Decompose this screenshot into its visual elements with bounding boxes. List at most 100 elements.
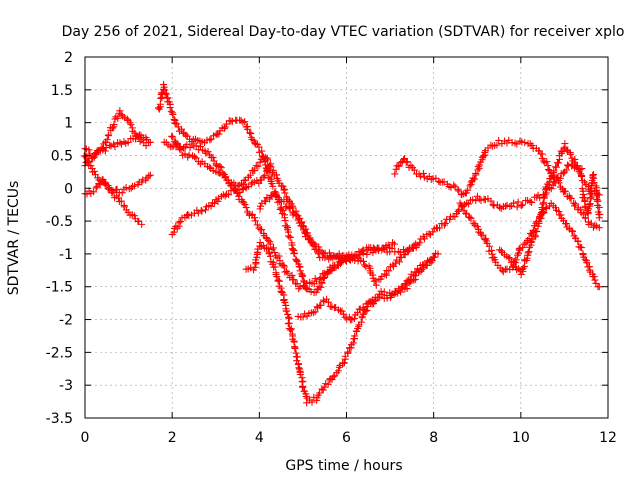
y-tick-label: -1 xyxy=(59,247,73,263)
data-point xyxy=(241,118,249,126)
data-point xyxy=(542,185,550,193)
data-point xyxy=(114,114,122,122)
data-point xyxy=(551,173,559,181)
data-point xyxy=(506,254,514,262)
data-point xyxy=(280,261,288,269)
data-point xyxy=(360,261,368,269)
data-point xyxy=(578,244,586,252)
data-point xyxy=(344,348,352,356)
data-point xyxy=(578,172,586,180)
data-point xyxy=(290,250,298,258)
data-point xyxy=(352,327,360,335)
x-tick-label: 4 xyxy=(255,430,264,446)
y-tick-label: 0 xyxy=(64,181,73,197)
data-point xyxy=(579,190,587,198)
data-point xyxy=(114,194,122,202)
data-point xyxy=(220,124,228,132)
data-point xyxy=(569,227,577,235)
data-point xyxy=(206,163,214,171)
data-point xyxy=(176,218,184,226)
data-point xyxy=(269,182,277,190)
data-point xyxy=(395,258,403,266)
data-point xyxy=(356,251,364,259)
y-tick-label: -3 xyxy=(59,378,73,394)
data-point xyxy=(416,239,424,247)
data-point xyxy=(173,120,181,128)
data-point xyxy=(329,373,337,381)
data-point xyxy=(251,217,259,225)
data-point xyxy=(340,310,348,318)
data-point xyxy=(378,291,386,299)
data-point xyxy=(585,186,593,194)
data-point xyxy=(273,171,281,179)
data-point xyxy=(554,159,562,167)
data-point xyxy=(581,214,589,222)
data-point xyxy=(331,253,339,261)
data-point xyxy=(280,197,288,205)
data-point xyxy=(196,143,204,151)
data-point xyxy=(261,161,269,169)
data-point xyxy=(222,173,230,181)
data-point xyxy=(300,278,308,286)
data-point xyxy=(566,194,574,202)
data-point xyxy=(161,89,169,97)
data-point xyxy=(382,243,390,251)
data-point xyxy=(283,307,291,315)
data-point xyxy=(469,196,477,204)
data-point xyxy=(95,180,103,188)
data-point xyxy=(185,151,193,159)
data-point xyxy=(240,199,248,207)
data-point xyxy=(90,167,98,175)
data-point xyxy=(281,189,289,197)
x-tick-label: 2 xyxy=(168,430,177,446)
data-point xyxy=(583,259,591,267)
data-point xyxy=(571,200,579,208)
data-point xyxy=(581,256,589,264)
data-point xyxy=(285,313,293,321)
data-point xyxy=(142,142,150,150)
data-point xyxy=(496,203,504,211)
data-point xyxy=(581,197,589,205)
data-point xyxy=(562,166,570,174)
data-point xyxy=(479,231,487,239)
data-point xyxy=(383,294,391,302)
data-point xyxy=(576,206,584,214)
data-point xyxy=(288,271,296,279)
data-point xyxy=(296,214,304,222)
data-point xyxy=(215,130,223,138)
data-point xyxy=(526,198,534,206)
data-point xyxy=(524,249,532,257)
data-point xyxy=(481,148,489,156)
data-point xyxy=(182,131,190,139)
data-point xyxy=(505,254,513,262)
data-point xyxy=(590,179,598,187)
data-point xyxy=(412,268,420,276)
series-track-15 xyxy=(578,171,604,222)
data-point xyxy=(591,276,599,284)
data-point xyxy=(420,235,428,243)
data-point xyxy=(410,166,418,174)
data-point xyxy=(85,146,93,154)
data-point xyxy=(127,121,135,129)
data-point xyxy=(295,263,303,271)
data-point xyxy=(282,267,290,275)
data-point xyxy=(298,273,306,281)
data-point xyxy=(253,221,261,229)
data-point xyxy=(391,259,399,267)
data-point xyxy=(286,234,294,242)
y-tick-label: -0.5 xyxy=(46,214,73,230)
data-point xyxy=(590,273,598,281)
data-point xyxy=(347,341,355,349)
data-point xyxy=(334,261,342,269)
data-point xyxy=(474,163,482,171)
data-point xyxy=(299,313,307,321)
data-point xyxy=(429,228,437,236)
data-point xyxy=(252,162,260,170)
data-point xyxy=(514,198,522,206)
data-point xyxy=(118,189,126,197)
data-point xyxy=(592,186,600,194)
data-point xyxy=(171,119,179,127)
data-point xyxy=(117,197,125,205)
y-axis-label: SDTVAR / TECUs xyxy=(6,181,22,296)
data-point xyxy=(555,179,563,187)
